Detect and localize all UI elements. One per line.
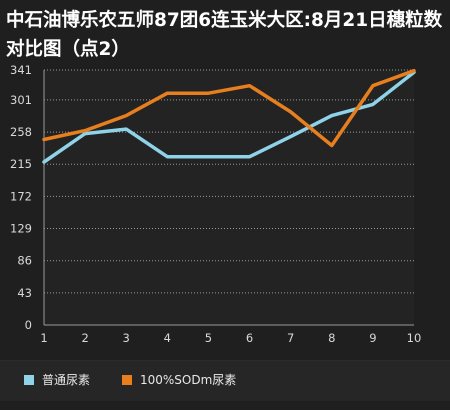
legend-swatch-series-2	[122, 375, 132, 385]
y-axis: 0 43 86 129 172 215 258 301 341	[10, 63, 45, 332]
x-tick-label: 7	[287, 331, 294, 345]
y-tick-label: 0	[25, 318, 32, 332]
legend-item-series-2: 100%SODm尿素	[122, 372, 236, 388]
x-tick-label: 4	[164, 331, 171, 345]
series-line-2	[42, 68, 416, 148]
y-tick-label: 86	[17, 254, 32, 268]
legend-swatch-series-1	[24, 375, 34, 385]
y-tick-label: 258	[10, 125, 32, 139]
x-tick-label: 5	[205, 331, 212, 345]
x-tick-label: 2	[81, 331, 88, 345]
x-tick-label: 10	[407, 331, 422, 345]
y-tick-label: 341	[10, 63, 32, 77]
y-tick-label: 215	[10, 157, 32, 171]
line-chart: 1 2 3 4 5 6 7 8 9 10 0 43 86 129 172 215 258 301 341	[10, 63, 422, 345]
x-axis: 1 2 3 4 5 6 7 8 9 10	[40, 324, 422, 345]
series-line-1	[42, 70, 416, 164]
y-tick-label: 129	[10, 222, 32, 236]
legend-label-series-2: 100%SODm尿素	[140, 373, 237, 387]
x-tick-label: 6	[246, 331, 253, 345]
legend: 普通尿素 100%SODm尿素	[0, 360, 450, 401]
chart-title: 中石油博乐农五师87团6连玉米大区:8月21日穗粒数对比图（点2）	[6, 10, 443, 60]
plot-area	[44, 70, 414, 325]
x-tick-label: 8	[328, 331, 335, 345]
legend-label-series-1: 普通尿素	[42, 373, 91, 387]
legend-item-series-1: 普通尿素	[24, 372, 90, 388]
y-tick-label: 43	[17, 286, 32, 300]
y-tick-label: 172	[10, 189, 32, 203]
series-lines	[42, 68, 416, 164]
x-tick-label: 3	[123, 331, 130, 345]
x-tick-label: 1	[40, 331, 47, 345]
y-tick-label: 301	[10, 93, 32, 107]
x-tick-label: 9	[369, 331, 376, 345]
